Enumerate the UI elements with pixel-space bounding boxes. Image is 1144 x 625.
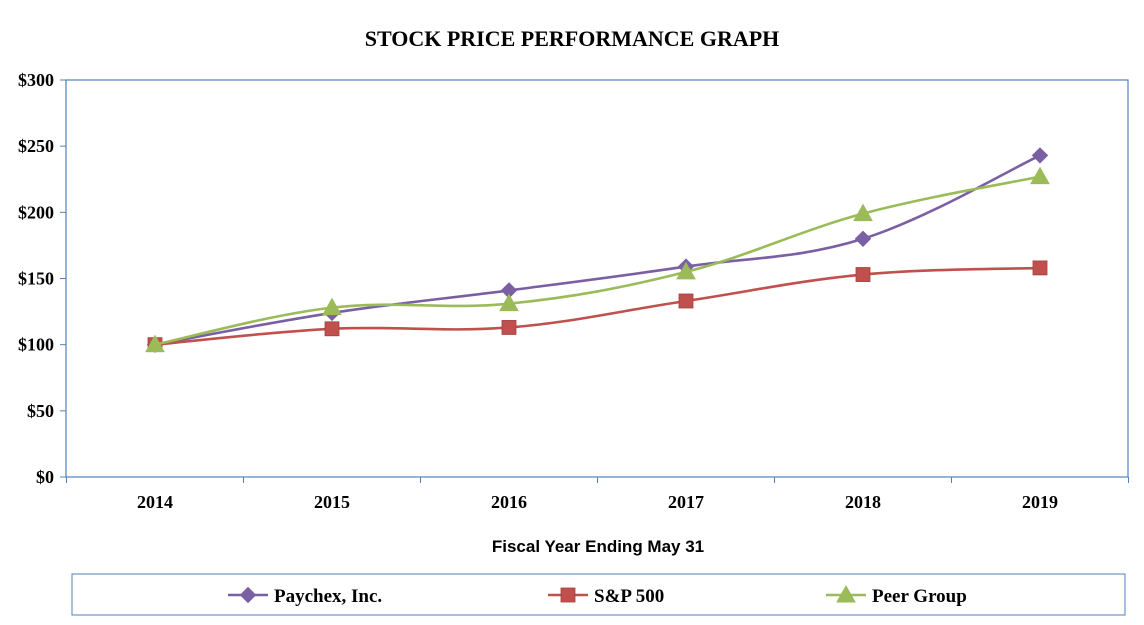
data-point-sp500 — [324, 321, 340, 337]
y-tick-label: $50 — [27, 401, 54, 421]
y-tick-label: $0 — [36, 467, 54, 487]
legend-marker — [836, 584, 856, 603]
data-point-sp500 — [1032, 260, 1048, 276]
y-tick-label: $150 — [18, 269, 54, 289]
x-tick-label: 2019 — [1022, 492, 1058, 512]
data-point-peer-group — [853, 203, 873, 222]
legend-marker — [239, 586, 257, 604]
x-tick-label: 2017 — [668, 492, 704, 512]
legend-entries: Paychex, Inc. S&P 500 Peer Group — [228, 584, 967, 607]
data-point-peer-group — [1030, 166, 1050, 185]
legend-marker — [560, 587, 576, 603]
legend-label: S&P 500 — [594, 586, 664, 607]
series-line-paychex — [154, 154, 1041, 346]
series-peer-group — [145, 166, 1050, 353]
legend-label: Peer Group — [872, 586, 967, 607]
legend-item-paychex: Paychex, Inc. — [228, 586, 382, 607]
y-tick-label: $250 — [18, 136, 54, 156]
x-tick-label: 2018 — [845, 492, 881, 512]
data-point-peer-group — [676, 261, 696, 280]
y-tick-label: $300 — [18, 70, 54, 90]
data-point-paychex — [1031, 147, 1049, 164]
data-point-sp500 — [678, 293, 694, 309]
data-point-peer-group — [322, 297, 342, 316]
x-axis-label: Fiscal Year Ending May 31 — [492, 537, 704, 556]
data-point-peer-group — [499, 293, 519, 312]
data-point-sp500 — [855, 267, 871, 282]
series-line-sp500 — [154, 266, 1041, 346]
legend-item-peer-group: Peer Group — [826, 584, 967, 607]
legend — [71, 573, 1126, 616]
series-paychex — [146, 147, 1049, 353]
legend-label: Paychex, Inc. — [274, 586, 382, 607]
chart-title: STOCK PRICE PERFORMANCE GRAPH — [365, 26, 780, 51]
series-sp500 — [147, 260, 1048, 353]
y-tick-label: $200 — [18, 202, 54, 222]
x-tick-label: 2016 — [491, 492, 527, 512]
series-layer — [145, 147, 1050, 353]
data-point-peer-group — [145, 334, 165, 353]
data-point-paychex — [854, 230, 872, 248]
x-tick-label: 2014 — [137, 492, 173, 512]
series-line-peer-group — [154, 175, 1041, 346]
data-point-sp500 — [501, 320, 517, 335]
axes: $0 $50 $100 $150 $200 $250 $300 2014 2015 2016 201… — [18, 70, 1129, 512]
x-tick-label: 2015 — [314, 492, 350, 512]
y-tick-label: $100 — [18, 335, 54, 355]
legend-item-sp500: S&P 500 — [548, 586, 664, 607]
